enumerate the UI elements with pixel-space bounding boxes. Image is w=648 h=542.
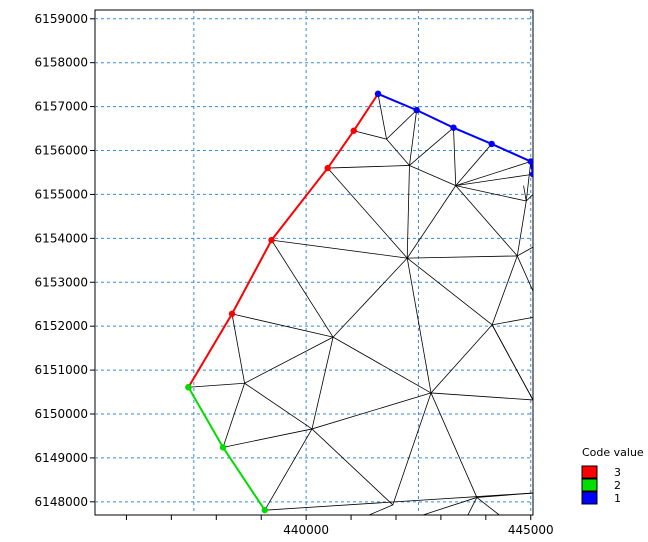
mesh-edge <box>222 383 245 448</box>
mesh-edge <box>516 255 533 292</box>
mesh-edge <box>406 185 457 259</box>
y-tick-label: 6159000 <box>35 12 88 26</box>
boundary-node-code-1 <box>529 171 533 178</box>
mesh-edge <box>516 200 527 256</box>
mesh-edge <box>386 109 417 140</box>
mesh-edge <box>409 165 456 187</box>
y-tick-label: 6148000 <box>35 495 88 509</box>
mesh-edge <box>406 258 432 393</box>
y-tick-label: 6153000 <box>35 275 88 289</box>
mesh-edge <box>492 316 533 326</box>
mesh-edge <box>244 382 313 430</box>
legend-swatch-1 <box>581 491 598 505</box>
mesh-edge <box>353 130 387 140</box>
mesh-edge <box>453 127 457 186</box>
boundary-node-code-2 <box>219 444 227 451</box>
mesh-edge <box>430 392 533 401</box>
mesh-edge <box>264 492 533 511</box>
mesh-edge <box>455 161 531 187</box>
mesh-edge <box>491 255 518 325</box>
y-tick-label: 6158000 <box>35 56 88 70</box>
mesh-edge <box>476 497 500 515</box>
mesh-edge <box>406 257 493 326</box>
mesh-edge <box>455 143 492 186</box>
boundary-node-code-1 <box>450 124 457 131</box>
boundary-node-code-1 <box>413 106 420 114</box>
mesh-edge <box>455 173 533 187</box>
boundary-node-code-3 <box>228 310 236 318</box>
boundary-node-code-2 <box>185 384 192 391</box>
mesh-edge <box>188 382 245 388</box>
boundary-node-code-1 <box>527 158 533 165</box>
mesh-edge <box>271 239 408 259</box>
mesh-edge <box>491 324 533 401</box>
legend-swatch-3 <box>581 465 598 479</box>
boundary-node-code-1 <box>488 140 495 148</box>
mesh-edge <box>231 313 334 338</box>
mesh-edge <box>409 127 454 166</box>
boundary-node-code-3 <box>268 236 275 244</box>
mesh-edge <box>332 336 432 394</box>
mesh-edge <box>368 504 393 515</box>
axis-ticks: 6148000 6149000 6150000 6151000 6152000 61530… <box>35 12 554 537</box>
mesh-edges <box>188 93 533 515</box>
legend-label-3: 3 <box>614 466 621 479</box>
mesh-edge <box>422 497 477 515</box>
mesh-edge <box>327 167 408 259</box>
y-tick-label: 6154000 <box>35 231 88 245</box>
mesh-edge <box>406 165 410 259</box>
x-tick-label: 445000 <box>508 523 554 537</box>
boundary-node-code-2 <box>261 506 269 514</box>
legend-swatch-2 <box>581 478 598 492</box>
mesh-edge <box>327 165 410 169</box>
y-tick-label: 6151000 <box>35 363 88 377</box>
mesh-edge <box>244 336 334 384</box>
y-tick-label: 6152000 <box>35 319 88 333</box>
mesh-edge <box>476 492 533 498</box>
mesh-edge <box>311 392 432 430</box>
boundary-node-code-3 <box>324 164 331 172</box>
mesh-edge <box>271 239 334 338</box>
plot-frame <box>94 9 534 516</box>
mesh-edge <box>523 185 527 202</box>
boundary-line-code-3 <box>187 93 379 388</box>
grid-lines <box>95 10 533 515</box>
mesh-edge <box>311 337 334 430</box>
y-tick-label: 6157000 <box>35 100 88 114</box>
mesh-edge <box>231 313 245 384</box>
x-tick-label: 440000 <box>283 523 329 537</box>
legend-label-1: 1 <box>614 492 621 505</box>
mesh-edge <box>409 110 418 166</box>
mesh-edge <box>525 194 533 202</box>
legend: Code value 321 <box>581 446 644 505</box>
mesh-edge <box>430 392 478 498</box>
mesh-edge <box>455 185 518 257</box>
mesh-edge <box>311 428 394 506</box>
mesh-edge <box>455 185 527 202</box>
mesh-edge <box>430 324 493 394</box>
mesh-edge <box>525 161 532 202</box>
y-tick-label: 6149000 <box>35 451 88 465</box>
mesh-edge <box>264 428 313 511</box>
mesh-edge <box>222 428 313 448</box>
legend-title: Code value <box>582 446 644 459</box>
legend-label-2: 2 <box>614 479 621 492</box>
y-tick-label: 6155000 <box>35 187 88 201</box>
mesh-edge <box>407 255 518 259</box>
boundary-node-code-1 <box>374 90 382 98</box>
boundary-lines <box>185 90 533 514</box>
y-tick-label: 6150000 <box>35 407 88 421</box>
mesh-edge <box>377 93 387 140</box>
mesh-edge <box>392 392 432 506</box>
y-tick-label: 6156000 <box>35 144 88 158</box>
boundary-node-code-3 <box>350 127 357 134</box>
mesh-edge <box>386 138 410 166</box>
mesh-edge <box>517 246 533 257</box>
mesh-edge <box>332 257 408 338</box>
mesh-edge <box>467 497 478 515</box>
